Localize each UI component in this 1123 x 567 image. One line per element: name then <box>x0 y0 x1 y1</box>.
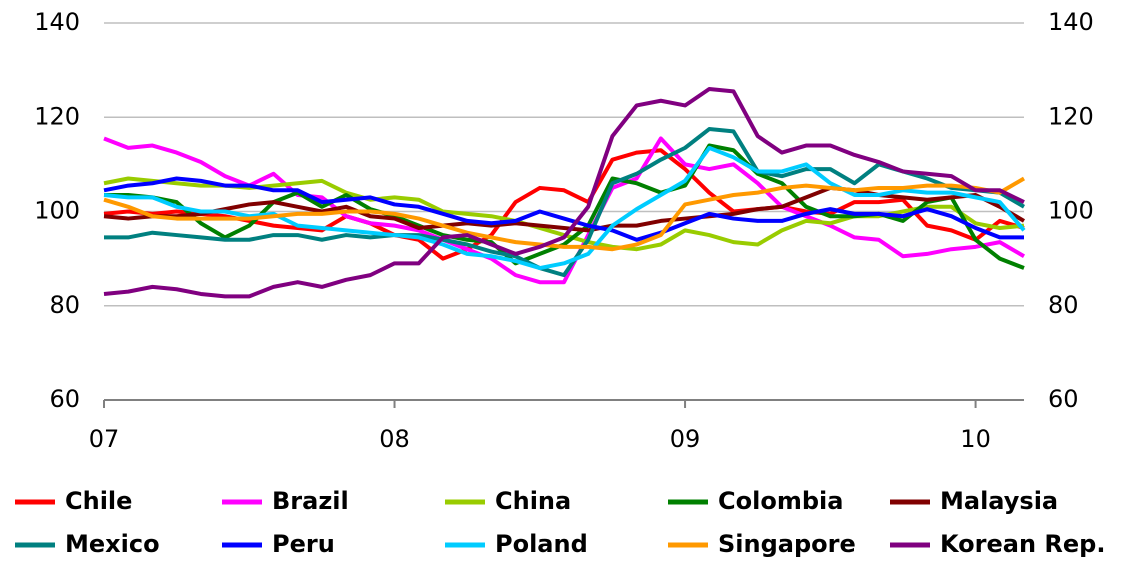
y2-tick-label: 60 <box>1048 385 1079 413</box>
legend-label: Peru <box>272 530 335 558</box>
legend-label: Colombia <box>718 487 843 515</box>
legend-label: Poland <box>495 530 588 558</box>
legend-label: Brazil <box>272 487 349 515</box>
legend-label: Chile <box>65 487 132 515</box>
series-line <box>103 136 1026 285</box>
x-tick-label: 08 <box>379 425 410 453</box>
series-line <box>103 86 1025 299</box>
legend-label: Singapore <box>718 530 856 558</box>
series-line <box>103 145 1026 271</box>
legend-label: Mexico <box>65 530 160 558</box>
y-tick-label: 120 <box>34 102 80 130</box>
legend-label: China <box>495 487 571 515</box>
x-tick-label: 09 <box>670 425 701 453</box>
y2-tick-label: 80 <box>1048 291 1079 319</box>
legend-label: Korean Rep. <box>940 530 1105 558</box>
legend-label: Malaysia <box>940 487 1058 515</box>
series-line <box>103 176 1026 252</box>
y-tick-label: 60 <box>49 385 80 413</box>
y2-tick-label: 120 <box>1048 102 1094 130</box>
x-tick-label: 07 <box>89 425 120 453</box>
y-tick-label: 100 <box>34 197 80 225</box>
series-line <box>104 127 1026 278</box>
series-line <box>103 148 1025 261</box>
y2-tick-label: 140 <box>1048 8 1094 36</box>
y2-tick-label: 100 <box>1048 197 1094 225</box>
y-tick-label: 80 <box>49 291 80 319</box>
y-tick-label: 140 <box>34 8 80 36</box>
x-tick-label: 10 <box>960 425 991 453</box>
series-line <box>103 176 1024 242</box>
